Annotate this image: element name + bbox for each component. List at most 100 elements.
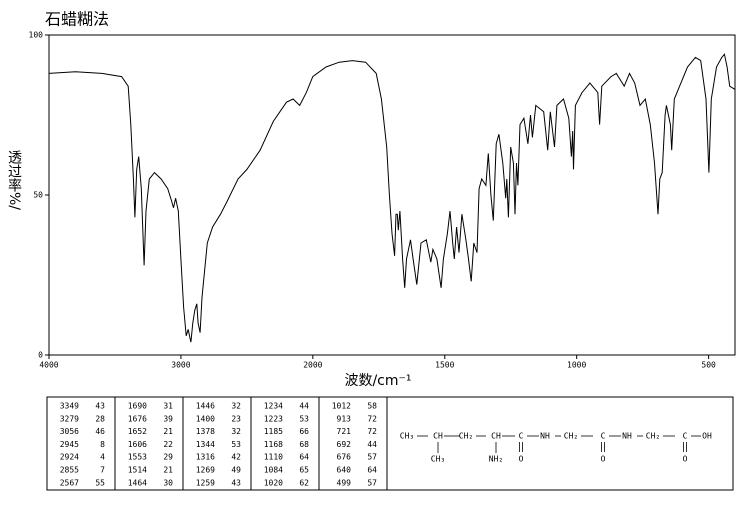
peak-transmittance: 57	[367, 453, 377, 462]
peak-wavenumber: 676	[337, 453, 352, 462]
peak-wavenumber: 2567	[60, 478, 79, 487]
peak-wavenumber: 1168	[264, 440, 283, 449]
x-tick-label: 1000	[567, 361, 586, 370]
peak-transmittance: 53	[299, 414, 309, 423]
peak-transmittance: 72	[367, 414, 377, 423]
peak-wavenumber: 2855	[60, 466, 79, 475]
atom-label: NH₂	[489, 455, 503, 464]
peak-wavenumber: 499	[337, 478, 352, 487]
peak-transmittance: 64	[299, 453, 309, 462]
x-tick-label: 1500	[435, 361, 454, 370]
peak-transmittance: 42	[231, 453, 241, 462]
peak-wavenumber: 2945	[60, 440, 79, 449]
peak-transmittance: 44	[367, 440, 377, 449]
atom-label: O	[519, 455, 524, 464]
peak-transmittance: 21	[163, 427, 173, 436]
peak-wavenumber: 1185	[264, 427, 283, 436]
plot-frame	[48, 34, 736, 356]
peak-transmittance: 57	[367, 478, 377, 487]
x-axis-label: 波数/cm⁻¹	[344, 373, 411, 389]
peak-transmittance: 72	[367, 427, 377, 436]
peak-transmittance: 55	[95, 478, 105, 487]
peak-transmittance: 46	[95, 427, 105, 436]
peak-wavenumber: 1378	[196, 427, 215, 436]
y-tick-label: 100	[29, 31, 44, 40]
peak-wavenumber: 1234	[264, 402, 283, 411]
peak-transmittance: 43	[95, 402, 105, 411]
peak-wavenumber: 3056	[60, 427, 79, 436]
peak-wavenumber: 1084	[264, 466, 283, 475]
peak-wavenumber: 1514	[128, 466, 147, 475]
peak-transmittance: 23	[231, 414, 241, 423]
x-tick-label: 500	[701, 361, 716, 370]
peak-wavenumber: 913	[337, 414, 352, 423]
peak-wavenumber: 1652	[128, 427, 147, 436]
peak-transmittance: 43	[231, 478, 241, 487]
peak-transmittance: 29	[163, 453, 173, 462]
peak-wavenumber: 1020	[264, 478, 283, 487]
atom-label: NH	[540, 432, 550, 441]
peak-transmittance: 64	[367, 466, 377, 475]
peak-wavenumber: 3349	[60, 402, 79, 411]
peak-transmittance: 65	[299, 466, 309, 475]
peak-transmittance: 30	[163, 478, 173, 487]
peak-transmittance: 66	[299, 427, 309, 436]
x-tick-label: 3000	[171, 361, 190, 370]
peak-wavenumber: 1606	[128, 440, 147, 449]
y-axis-label: 透过率%/	[6, 150, 22, 211]
atom-label: O	[683, 455, 688, 464]
peak-wavenumber: 1259	[196, 478, 215, 487]
x-tick-label: 4000	[39, 361, 58, 370]
y-tick-label: 50	[33, 191, 43, 200]
peak-wavenumber: 1269	[196, 466, 215, 475]
peak-transmittance: 22	[163, 440, 173, 449]
peak-wavenumber: 1110	[264, 453, 283, 462]
peak-wavenumber: 1464	[128, 478, 147, 487]
peak-wavenumber: 1344	[196, 440, 215, 449]
peak-transmittance: 32	[231, 427, 241, 436]
atom-label: CH₂	[646, 432, 660, 441]
y-axis-label-box: 透过率%/	[6, 150, 22, 211]
peak-wavenumber: 640	[337, 466, 352, 475]
peak-wavenumber: 1223	[264, 414, 283, 423]
peak-transmittance: 58	[367, 402, 377, 411]
atom-label: C	[601, 432, 606, 441]
y-tick-label: 0	[38, 351, 43, 360]
peak-wavenumber: 3279	[60, 414, 79, 423]
peak-wavenumber: 1446	[196, 402, 215, 411]
peak-wavenumber: 1400	[196, 414, 215, 423]
spectrum-line	[48, 53, 736, 343]
atom-label: CH₃	[400, 432, 414, 441]
peak-transmittance: 28	[95, 414, 105, 423]
atom-label: CH₂	[459, 432, 473, 441]
peak-transmittance: 62	[299, 478, 309, 487]
peak-transmittance: 31	[163, 402, 173, 411]
x-tick-label: 2000	[303, 361, 322, 370]
table-frame	[46, 396, 734, 491]
peak-transmittance: 44	[299, 402, 309, 411]
atom-label: CH	[433, 432, 443, 441]
atom-label: NH	[622, 432, 632, 441]
peak-transmittance: 68	[299, 440, 309, 449]
atom-label: C	[519, 432, 524, 441]
atom-label: OH	[702, 432, 712, 441]
atom-label: CH₃	[431, 455, 445, 464]
peak-transmittance: 53	[231, 440, 241, 449]
peak-transmittance: 32	[231, 402, 241, 411]
peak-wavenumber: 1553	[128, 453, 147, 462]
peak-wavenumber: 1012	[332, 402, 351, 411]
peak-transmittance: 39	[163, 414, 173, 423]
peak-transmittance: 8	[100, 440, 105, 449]
peak-wavenumber: 1676	[128, 414, 147, 423]
atom-label: CH₂	[564, 432, 578, 441]
peak-transmittance: 49	[231, 466, 241, 475]
atom-label: C	[683, 432, 688, 441]
peak-transmittance: 4	[100, 453, 105, 462]
peak-wavenumber: 692	[337, 440, 352, 449]
chart-title: 石蜡糊法	[45, 10, 109, 29]
peak-wavenumber: 1690	[128, 402, 147, 411]
peak-transmittance: 7	[100, 466, 105, 475]
atom-label: O	[601, 455, 606, 464]
